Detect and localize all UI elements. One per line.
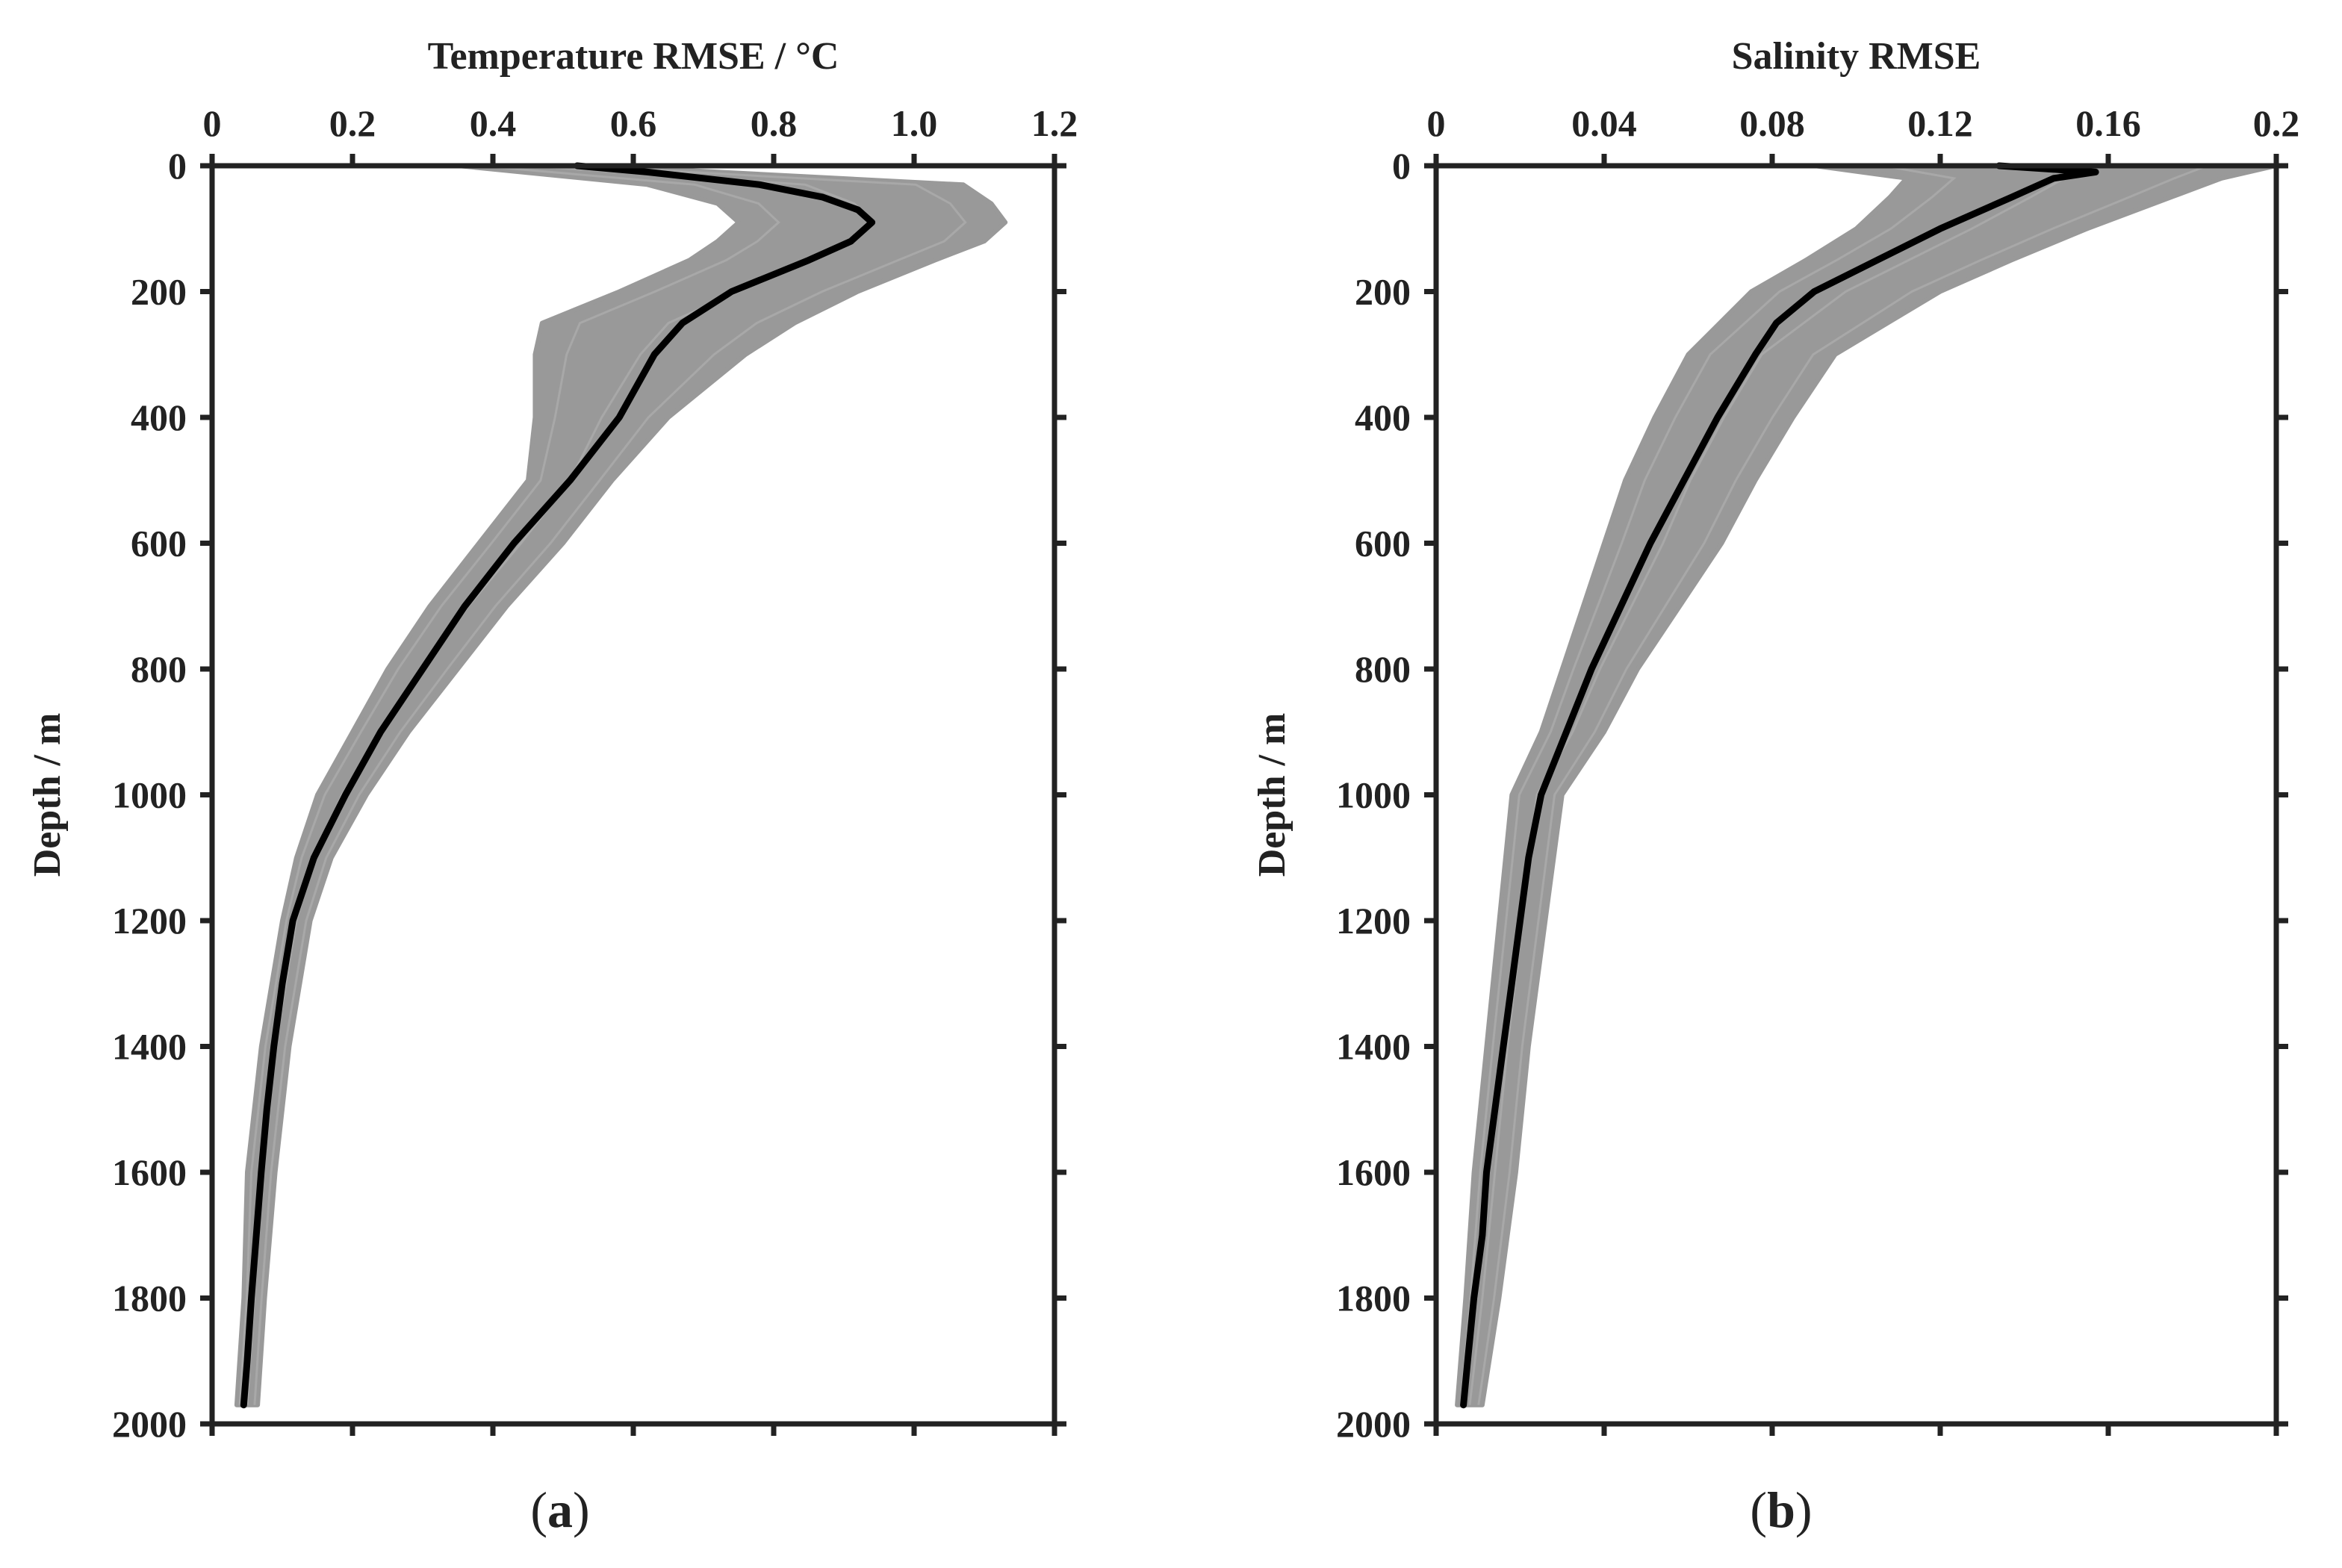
y-tick-label: 2000 bbox=[112, 1403, 187, 1445]
x-tick-label: 0.2 bbox=[2253, 102, 2300, 144]
x-tick-label: 0.4 bbox=[470, 102, 517, 144]
mean-rmse-line bbox=[240, 162, 876, 1409]
y-tick-label: 1400 bbox=[1336, 1026, 1411, 1068]
profile-line-1 bbox=[1459, 164, 1957, 1405]
y-tick-label: 1200 bbox=[1336, 900, 1411, 942]
panel-label: (a) bbox=[530, 1481, 589, 1538]
y-tick-label: 0 bbox=[1392, 145, 1411, 187]
mean-rmse-line bbox=[1460, 162, 2099, 1409]
panel-label-close: ) bbox=[573, 1481, 590, 1538]
panel-label: (b) bbox=[1750, 1481, 1812, 1538]
x-axis-title: Salinity RMSE bbox=[1732, 35, 1981, 78]
panel-b-salinity: 0 0.04 0.08 0.12 0.16 0.2 0 200 400 600 800 1000 120… bbox=[1251, 35, 2299, 1538]
y-tick-label: 2000 bbox=[1336, 1403, 1411, 1445]
y-tick-label: 400 bbox=[131, 396, 187, 438]
profile-line-2 bbox=[1468, 164, 2066, 1405]
x-tick-label: 0.8 bbox=[751, 102, 798, 144]
x-tick-label: 1.0 bbox=[891, 102, 938, 144]
y-tick-label: 1600 bbox=[1336, 1151, 1411, 1193]
y-tick-label: 1000 bbox=[112, 774, 187, 816]
x-tick-label: 0.04 bbox=[1571, 102, 1637, 144]
y-tick-label: 1600 bbox=[112, 1151, 187, 1193]
y-tick-label: 1200 bbox=[112, 900, 187, 942]
x-tick-label: 0.2 bbox=[329, 102, 376, 144]
y-tick-label: 0 bbox=[168, 145, 187, 187]
x-tick-label: 0.08 bbox=[1739, 102, 1805, 144]
panel-label-letter: a bbox=[547, 1481, 573, 1538]
y-tick-label: 800 bbox=[131, 648, 187, 690]
x-tick-label: 0 bbox=[203, 102, 222, 144]
x-tick-label: 1.2 bbox=[1031, 102, 1078, 144]
panel-a-temperature: 0 0.2 0.4 0.6 0.8 1.0 1.2 0 200 400 600 800 1000 1200… bbox=[26, 35, 1078, 1538]
profile-line-1 bbox=[238, 164, 780, 1405]
panel-label-close: ) bbox=[1795, 1481, 1813, 1538]
x-tick-label: 0.6 bbox=[610, 102, 657, 144]
y-tick-label: 600 bbox=[1355, 523, 1411, 564]
y-tick-label: 200 bbox=[1355, 271, 1411, 313]
panel-label-open: ( bbox=[1750, 1481, 1767, 1538]
x-axis-title: Temperature RMSE / °C bbox=[428, 35, 839, 78]
profile-line-3 bbox=[1477, 164, 2208, 1405]
y-tick-label: 400 bbox=[1355, 396, 1411, 438]
y-tick-label: 800 bbox=[1355, 648, 1411, 690]
y-tick-label: 1400 bbox=[112, 1026, 187, 1068]
panel-label-letter: b bbox=[1767, 1481, 1795, 1538]
x-tick-label: 0.12 bbox=[1907, 102, 1973, 144]
y-tick-label: 1000 bbox=[1336, 774, 1411, 816]
x-tick-label: 0.16 bbox=[2075, 102, 2141, 144]
profile-line-3 bbox=[253, 164, 967, 1405]
x-tick-label: 0 bbox=[1427, 102, 1446, 144]
y-axis-title: Depth / m bbox=[1251, 713, 1293, 877]
y-tick-label: 200 bbox=[131, 271, 187, 313]
profiles-envelope bbox=[1455, 164, 2279, 1407]
y-tick-label: 1800 bbox=[112, 1278, 187, 1319]
y-tick-label: 600 bbox=[131, 523, 187, 564]
panel-label-open: ( bbox=[530, 1481, 547, 1538]
y-axis-title: Depth / m bbox=[26, 713, 69, 877]
y-tick-label: 1800 bbox=[1336, 1278, 1411, 1319]
